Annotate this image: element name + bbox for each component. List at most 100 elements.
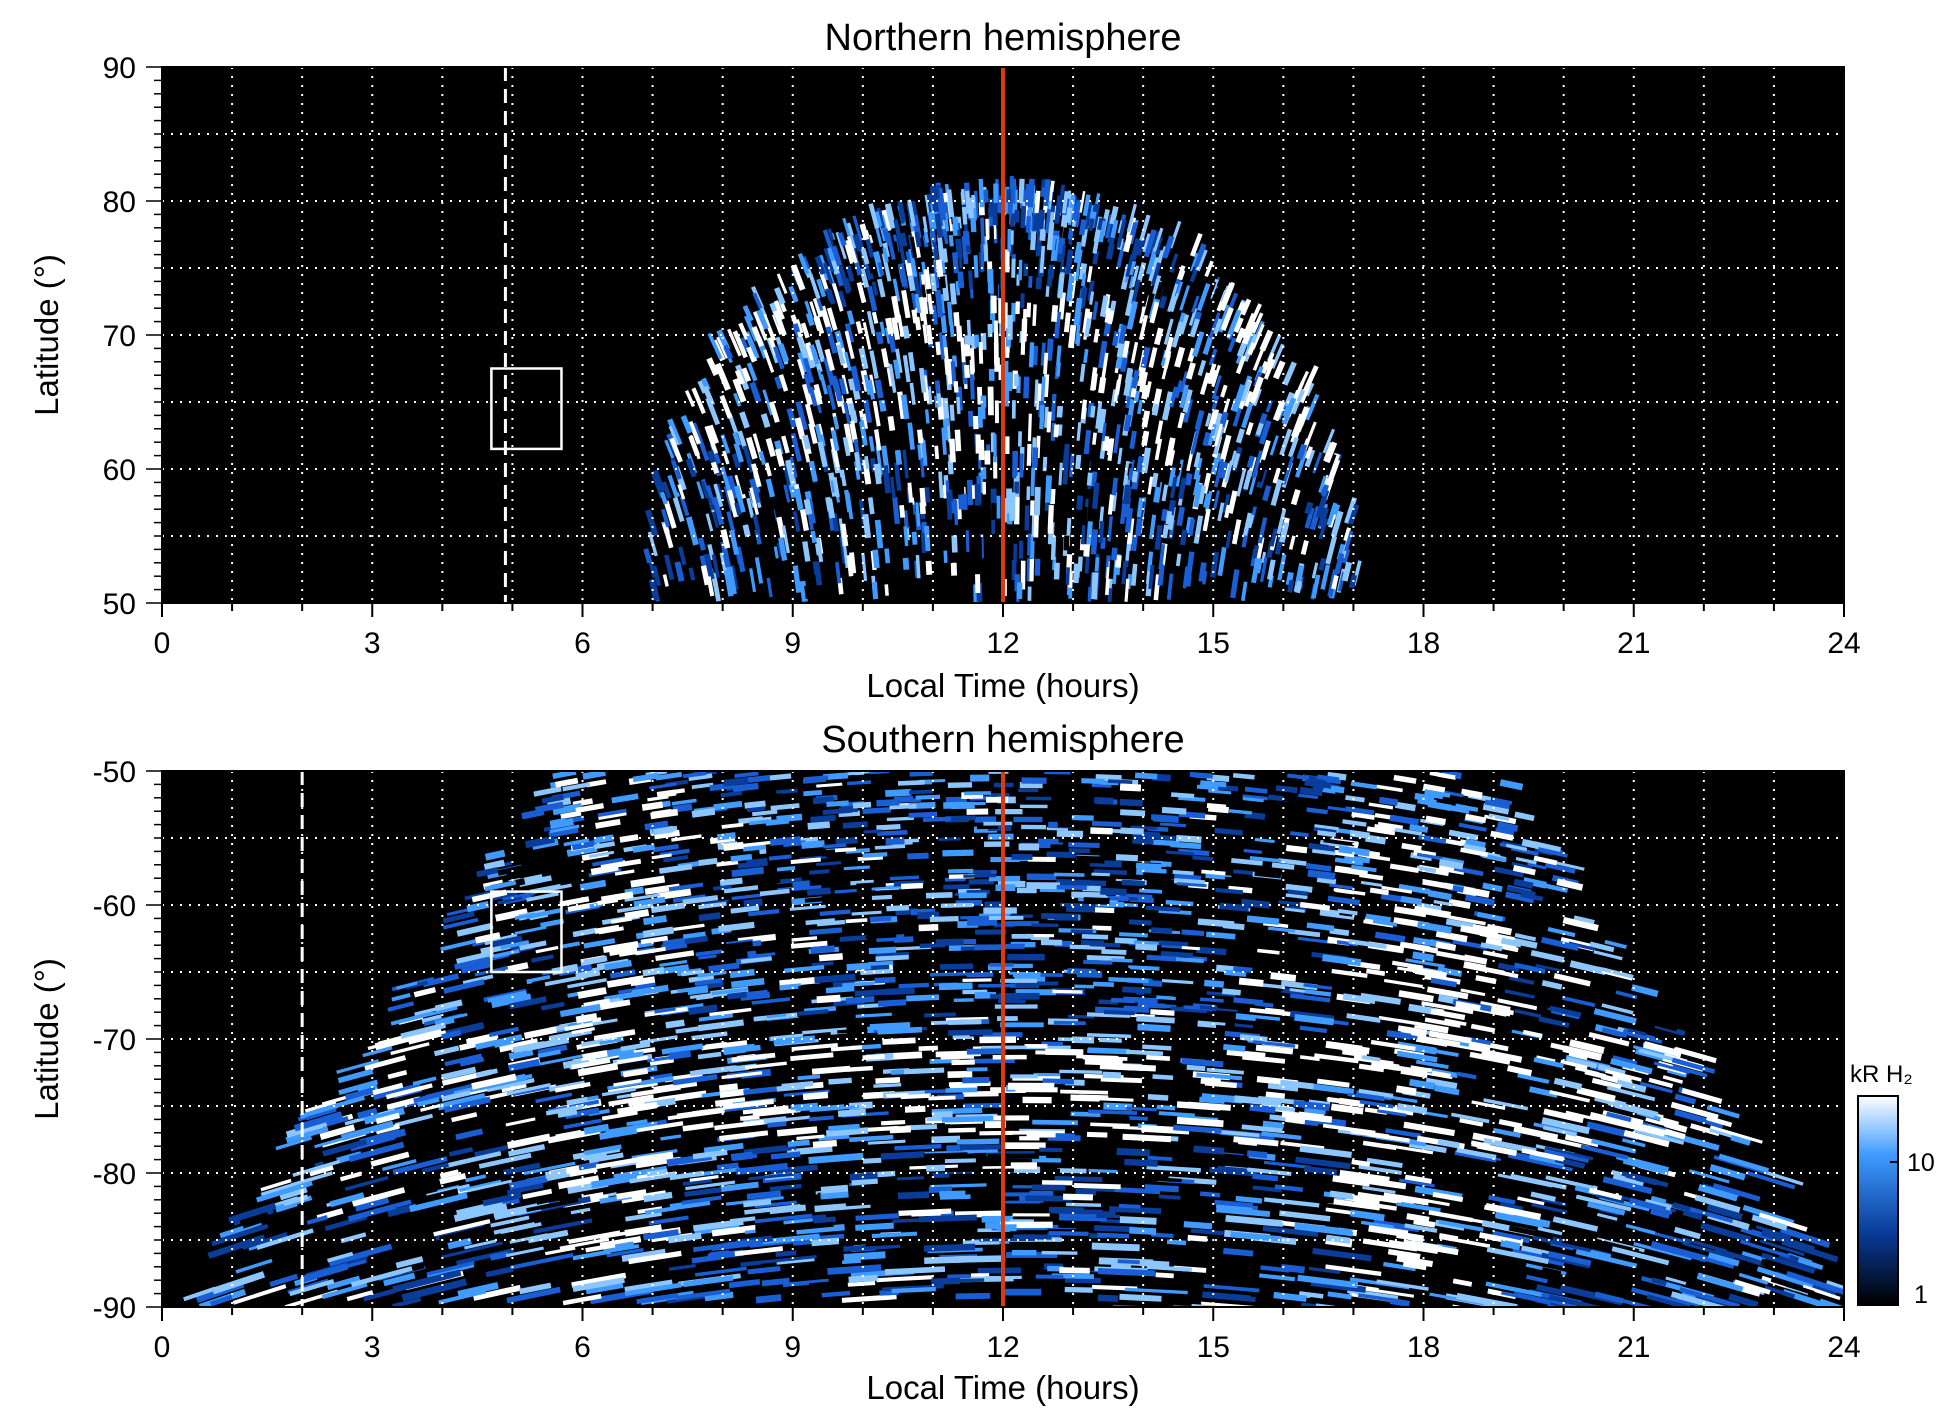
emission-streak [482,1192,522,1207]
emission-streak [395,1256,424,1269]
emission-streak [732,378,747,403]
emission-streak [645,771,668,777]
emission-streak [580,955,608,966]
emission-streak [1223,1043,1246,1052]
emission-streak [1414,1021,1449,1034]
emission-streak [827,1264,882,1275]
emission-streak [984,265,989,290]
emission-streak [1048,1027,1081,1034]
emission-streak [874,379,884,399]
emission-streak [400,1022,447,1039]
emission-streak [535,945,559,954]
emission-streak [390,1042,430,1056]
emission-streak [1196,946,1227,956]
emission-streak [1553,973,1591,987]
emission-streak [1329,1190,1354,1200]
emission-streak [929,1183,987,1189]
emission-streak [945,1087,978,1093]
emission-streak [789,904,826,911]
emission-streak [1326,502,1338,526]
emission-streak [897,314,905,338]
emission-streak [575,1012,598,1024]
emission-streak [907,852,929,860]
northern-panel: Northern hemisphere 0 3 6 9 12 15 18 21 24506070… [28,17,1861,704]
emission-streak [922,816,952,823]
emission-streak [1709,1164,1746,1181]
emission-streak [1172,870,1194,877]
emission-streak [566,844,598,857]
emission-streak [826,247,836,262]
emission-streak [1673,1226,1701,1240]
emission-streak [751,326,765,348]
emission-streak [559,941,581,949]
emission-streak [1066,273,1075,302]
emission-streak [1276,508,1287,535]
emission-streak [616,1189,647,1200]
emission-streak [1399,1178,1435,1188]
emission-streak [1262,1225,1319,1237]
emission-streak [1160,508,1169,522]
emission-streak [1485,1281,1542,1297]
emission-streak [766,577,773,598]
emission-streak [1497,821,1519,832]
emission-streak [809,1280,839,1288]
emission-streak [1437,1138,1461,1149]
emission-streak [1316,876,1337,885]
emission-streak [183,1286,216,1302]
emission-streak [306,1215,328,1225]
emission-streak [1175,553,1182,567]
emission-streak [1199,997,1224,1003]
emission-streak [1251,450,1263,479]
emission-streak [487,990,527,1003]
emission-streak [649,1072,673,1081]
emission-streak [1147,1155,1173,1162]
emission-streak [1222,1153,1245,1162]
emission-streak [863,399,873,424]
emission-streak [939,928,969,934]
emission-streak [954,429,962,452]
emission-streak [668,882,704,892]
emission-streak [1435,930,1468,943]
emission-streak [1646,1294,1695,1307]
emission-streak [1126,1106,1157,1112]
emission-streak [1058,462,1063,486]
emission-streak [952,216,959,231]
emission-streak [1351,1159,1371,1167]
emission-streak [743,1198,772,1208]
emission-streak [835,231,847,260]
emission-streak [1197,359,1207,377]
emission-streak [1393,905,1427,918]
emission-streak [650,808,679,820]
emission-streak [732,330,748,359]
emission-streak [441,1029,462,1040]
emission-streak [877,829,908,837]
emission-streak [1718,1153,1770,1174]
emission-streak [723,569,734,597]
emission-streak [1242,797,1264,803]
emission-streak [850,879,874,886]
emission-streak [846,222,858,249]
emission-streak [1199,372,1211,395]
emission-streak [1056,405,1064,418]
emission-streak [887,415,896,431]
emission-streak [624,1279,673,1293]
emission-streak [1681,1087,1723,1105]
emission-streak [826,498,836,519]
emission-streak [1090,572,1099,600]
emission-streak [1127,551,1135,575]
north-grid [162,67,1844,603]
emission-streak [741,367,752,383]
emission-streak [1086,472,1093,486]
emission-streak [1097,340,1108,369]
emission-streak [830,429,840,451]
emission-streak [927,212,934,229]
emission-streak [808,460,818,482]
emission-streak [559,896,590,907]
emission-streak [1109,844,1142,851]
emission-streak [577,987,607,999]
emission-streak [1243,469,1253,490]
emission-streak [770,803,800,811]
emission-streak [1141,430,1150,447]
emission-streak [1189,318,1200,338]
emission-streak [1107,585,1113,602]
